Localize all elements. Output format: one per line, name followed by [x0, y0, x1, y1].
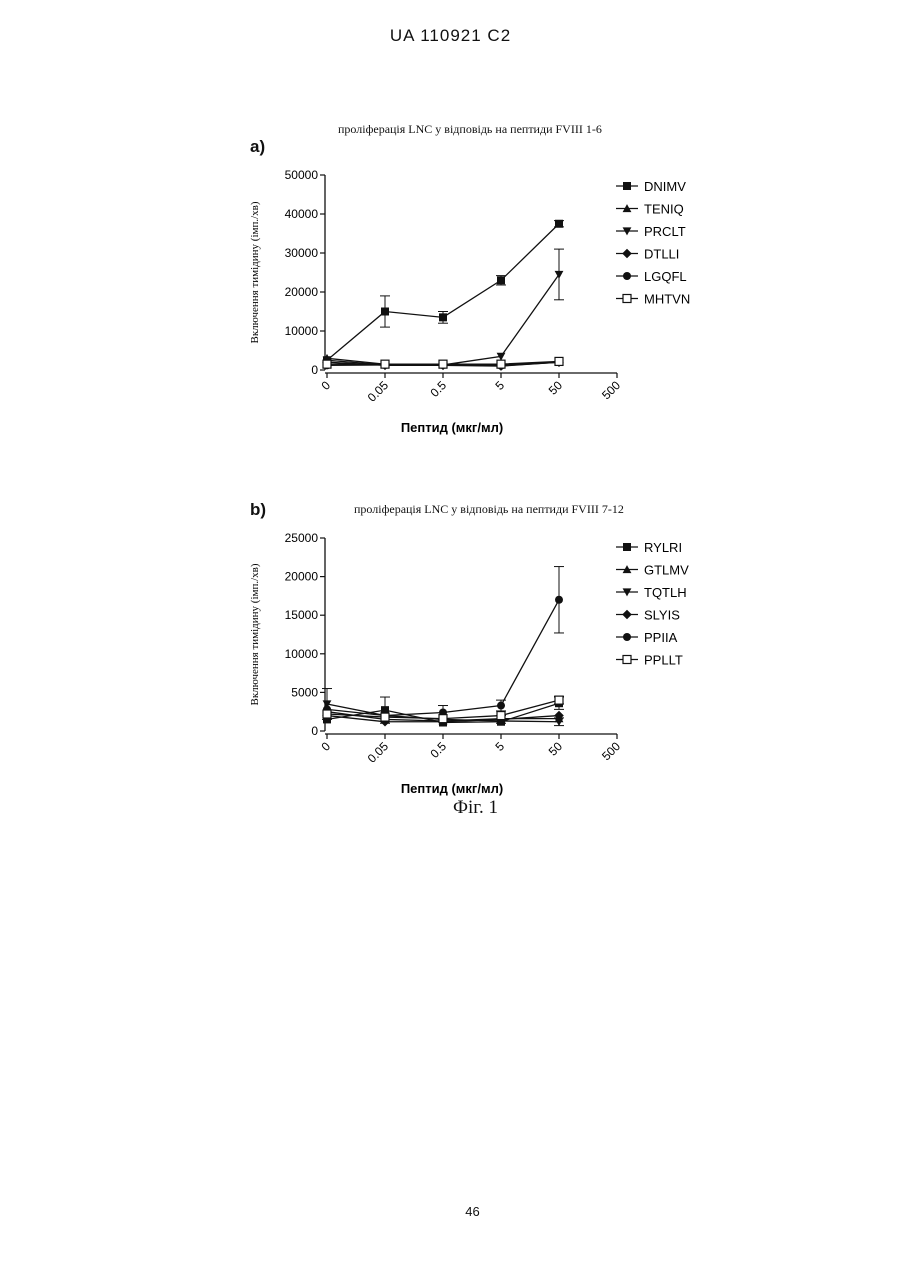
- data-point-ppiia: [555, 596, 563, 604]
- legend-label-prclt: PRCLT: [644, 224, 686, 239]
- legend-marker-lgqfl: [623, 272, 631, 280]
- data-point-ppllt: [381, 713, 389, 721]
- y-axis-label: Включення тимідину (імп./хв): [249, 201, 261, 343]
- y-tick-label: 30000: [285, 246, 319, 260]
- legend-marker-ppiia: [623, 633, 631, 641]
- y-tick-label: 10000: [285, 647, 319, 661]
- legend-label-ppiia: PPIIA: [644, 630, 678, 645]
- series-line-ppiia: [327, 600, 559, 716]
- chart-b: 0 5000 10000 15000 20000 25000 0 0.05 0.5 5 50 500 П…: [230, 525, 770, 795]
- x-tick-label: 0.5: [427, 378, 449, 400]
- x-tick-label: 5: [492, 378, 507, 393]
- legend-marker-mhtvn: [623, 295, 631, 303]
- y-tick-label: 15000: [285, 608, 319, 622]
- data-point-mhtvn: [381, 360, 389, 368]
- legend-marker-rylri: [623, 543, 631, 551]
- y-tick-label: 25000: [285, 531, 319, 545]
- figure-caption: Фіг. 1: [0, 797, 901, 819]
- data-point-mhtvn: [439, 360, 447, 368]
- legend-label-gtlmv: GTLMV: [644, 563, 689, 578]
- legend-label-lgqfl: LGQFL: [644, 269, 687, 284]
- legend-label-slyis: SLYIS: [644, 608, 680, 623]
- x-axis-label: Пептид (мкг/мл): [401, 781, 503, 796]
- y-axis-label: Включення тимідину (імп./хв): [249, 563, 261, 705]
- x-axis-label: Пептид (мкг/мл): [401, 420, 503, 435]
- x-tick-label: 0: [318, 739, 333, 754]
- data-point-prclt: [555, 271, 564, 279]
- x-tick-label: 0: [318, 378, 333, 393]
- chart-a: 0 10000 20000 30000 40000 50000 0 0.05 0.5 5 50 500…: [230, 160, 770, 460]
- series-line-dnimv: [327, 224, 559, 361]
- chart-title-a: проліферація LNC у відповідь на пептиди …: [338, 122, 602, 137]
- legend-label-dnimv: DNIMV: [644, 179, 686, 194]
- legend-marker-dtlli: [622, 249, 632, 259]
- data-point-dnimv: [381, 308, 389, 316]
- patent-header: UA 110921 C2: [0, 26, 901, 46]
- y-tick-label: 0: [311, 363, 318, 377]
- panel-label-b: b): [250, 500, 266, 520]
- data-point-dnimv: [439, 313, 447, 321]
- data-point-mhtvn: [323, 360, 331, 368]
- y-tick-label: 0: [311, 724, 318, 738]
- legend-label-rylri: RYLRI: [644, 540, 682, 555]
- x-tick-label: 500: [599, 378, 623, 402]
- legend-label-ppllt: PPLLT: [644, 653, 683, 668]
- y-tick-label: 50000: [285, 168, 319, 182]
- x-tick-label: 500: [599, 739, 623, 763]
- y-tick-label: 10000: [285, 324, 319, 338]
- data-point-ppllt: [497, 712, 505, 720]
- data-point-mhtvn: [555, 357, 563, 365]
- legend-label-mhtvn: MHTVN: [644, 292, 690, 307]
- data-point-ppiia: [497, 702, 505, 710]
- panel-label-a: a): [250, 137, 265, 157]
- y-tick-label: 20000: [285, 285, 319, 299]
- y-tick-label: 20000: [285, 570, 319, 584]
- data-point-ppllt: [555, 696, 563, 704]
- legend-marker-slyis: [622, 610, 632, 620]
- data-point-dnimv: [555, 220, 563, 228]
- x-tick-label: 50: [546, 378, 566, 398]
- x-tick-label: 5: [492, 739, 507, 754]
- y-tick-label: 40000: [285, 207, 319, 221]
- legend-marker-ppllt: [623, 656, 631, 664]
- chart-title-b: проліферація LNC у відповідь на пептиди …: [354, 502, 624, 517]
- page-number: 46: [0, 1204, 901, 1219]
- data-point-ppllt: [323, 710, 331, 718]
- y-tick-label: 5000: [291, 685, 318, 699]
- legend-label-dtlli: DTLLI: [644, 247, 679, 262]
- legend-label-tqtlh: TQTLH: [644, 585, 687, 600]
- data-point-dnimv: [497, 276, 505, 284]
- data-point-ppllt: [439, 715, 447, 723]
- legend-marker-dnimv: [623, 182, 631, 190]
- legend-label-teniq: TENIQ: [644, 202, 684, 217]
- x-tick-label: 0.05: [365, 378, 392, 405]
- x-tick-label: 0.05: [365, 739, 392, 766]
- x-tick-label: 0.5: [427, 739, 449, 761]
- x-tick-label: 50: [546, 739, 566, 759]
- data-point-mhtvn: [497, 360, 505, 368]
